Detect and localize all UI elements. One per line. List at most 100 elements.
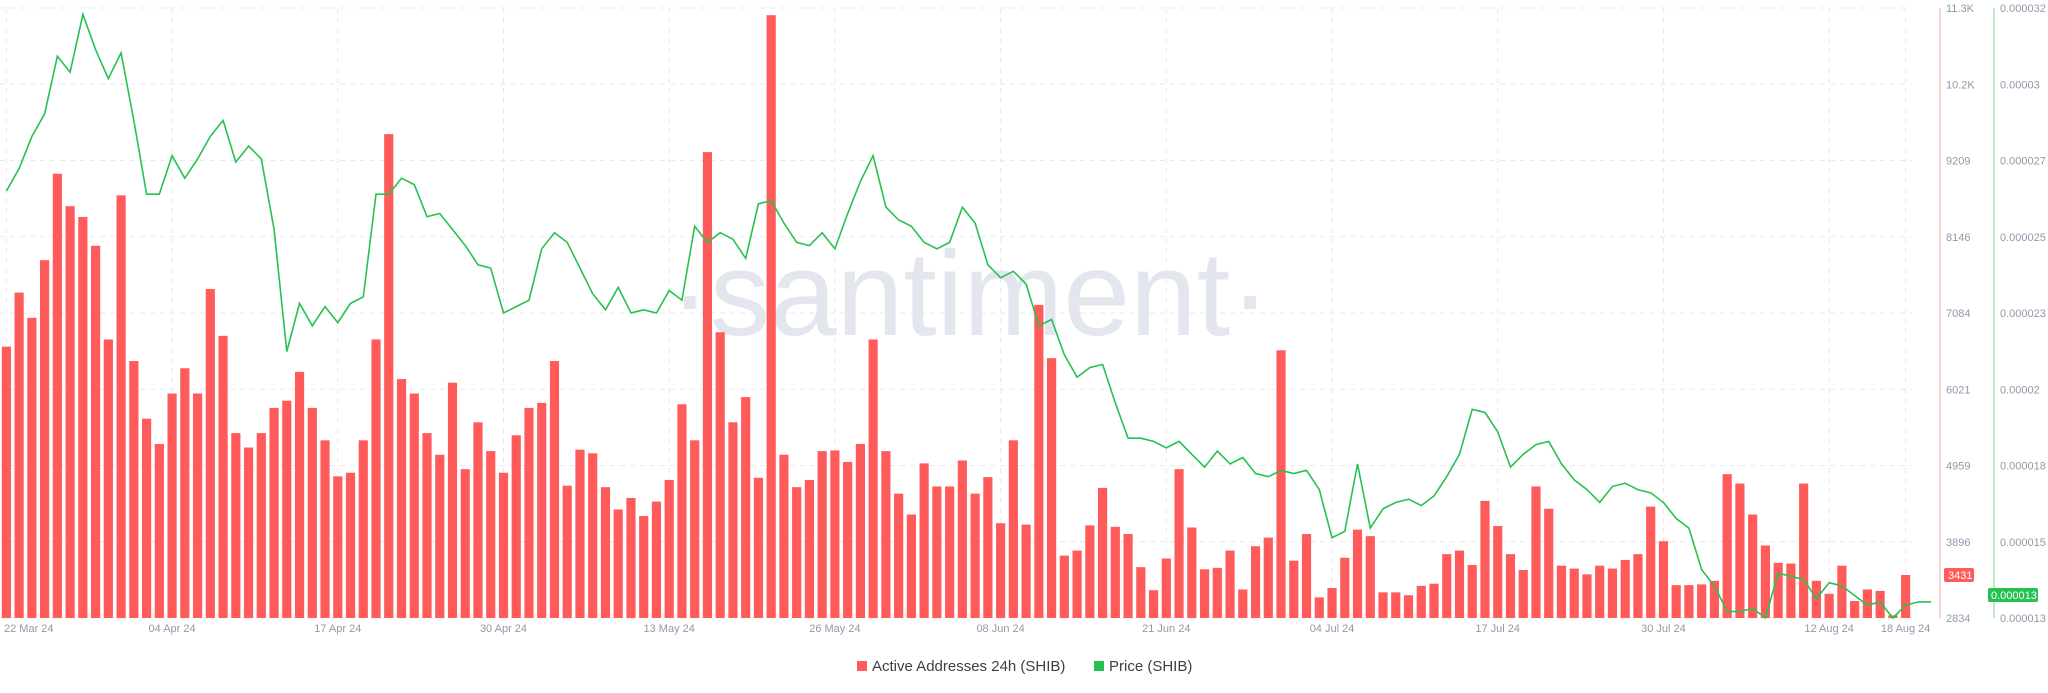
bar (473, 422, 483, 618)
bar (486, 451, 496, 618)
bar (1773, 562, 1783, 618)
bar (1250, 546, 1261, 618)
y-left-tick-label: 11.3K (1946, 3, 1975, 15)
bar (651, 501, 662, 618)
bar (345, 472, 356, 618)
bar (1684, 585, 1694, 618)
legend-swatch-active-addresses (857, 661, 867, 671)
bar (702, 152, 713, 618)
y-left-tick-label: 6021 (1946, 384, 1970, 396)
bar (741, 397, 751, 618)
x-tick-label: 18 Aug 24 (1881, 623, 1931, 635)
legend-item-price[interactable]: Price (SHIB) (1094, 658, 1192, 675)
bar (1620, 559, 1630, 618)
x-tick-label: 12 Aug 24 (1804, 623, 1854, 635)
bar (1722, 474, 1732, 618)
bar (600, 487, 611, 618)
x-tick-label: 04 Jul 24 (1310, 623, 1355, 635)
bar (511, 435, 521, 618)
y-left-tick-label: 2834 (1946, 613, 1970, 625)
bar (613, 509, 623, 618)
bar (396, 379, 407, 618)
bar (422, 433, 432, 618)
bar (269, 407, 279, 618)
bar (1148, 590, 1159, 618)
bar (1059, 555, 1069, 618)
bar (1085, 525, 1095, 618)
bar (1556, 565, 1567, 618)
y-right-tick-label: 0.000025 (2000, 232, 2046, 244)
bar (588, 453, 598, 618)
x-tick-label: 08 Jun 24 (976, 623, 1024, 635)
y-left-tick-label: 8146 (1946, 232, 1970, 244)
bar (1021, 524, 1031, 618)
bar (1646, 506, 1656, 618)
bar (205, 289, 215, 618)
bar (409, 393, 419, 618)
x-tick-label: 21 Jun 24 (1142, 623, 1190, 635)
bar (1837, 565, 1847, 618)
bar (1225, 550, 1235, 618)
bar (371, 339, 381, 618)
bar (1123, 533, 1133, 618)
y-right-tick-label: 0.000023 (2000, 308, 2046, 320)
bar (1047, 358, 1057, 618)
bar (1493, 526, 1503, 618)
x-tick-label: 17 Apr 24 (314, 623, 361, 635)
bar (957, 460, 967, 618)
bar (52, 173, 62, 618)
bar (1136, 567, 1146, 618)
bar (843, 461, 853, 618)
bar (1391, 592, 1401, 618)
y-right-tick-label: 0.00003 (2000, 79, 2040, 91)
bar (1505, 554, 1516, 618)
bar (1875, 590, 1885, 618)
bar (1595, 565, 1605, 618)
bar (167, 393, 177, 618)
bar (1429, 583, 1439, 618)
bar (180, 368, 190, 618)
bar (1786, 563, 1796, 618)
bar (728, 422, 738, 618)
bar (1735, 483, 1745, 618)
bar (1378, 592, 1388, 618)
bar (116, 195, 126, 618)
y-left-tick-label: 10.2K (1946, 79, 1975, 91)
bar (1199, 569, 1210, 618)
bar (1671, 585, 1681, 618)
bar (358, 440, 368, 618)
x-tick-label: 30 Jul 24 (1641, 623, 1686, 635)
legend-swatch-price (1094, 661, 1104, 671)
bar (1174, 469, 1184, 618)
bar (1365, 536, 1375, 618)
bar (1, 346, 11, 618)
bar (1161, 558, 1171, 618)
bar (715, 332, 725, 618)
bar (753, 477, 764, 618)
bar (294, 371, 305, 618)
x-tick-label: 17 Jul 24 (1475, 623, 1520, 635)
bar (1301, 533, 1312, 618)
bar (1480, 500, 1490, 618)
bar (141, 418, 152, 618)
legend-item-active-addresses[interactable]: Active Addresses 24h (SHIB) (857, 658, 1065, 675)
bar (498, 472, 509, 618)
bar (1187, 527, 1197, 618)
bar (1569, 568, 1579, 618)
y-left-tick-label: 4959 (1946, 461, 1970, 473)
current-value-badge-left: 3431 (1944, 568, 1974, 582)
bar (1263, 537, 1273, 618)
bar (945, 486, 955, 618)
bar-series-active-addresses (1, 15, 1911, 619)
santiment-watermark: ·santiment· (670, 227, 1270, 361)
bar (970, 493, 980, 618)
bar (1709, 580, 1720, 618)
bar (256, 433, 266, 618)
bar (1850, 600, 1860, 618)
bar (626, 497, 636, 618)
bar (1697, 584, 1707, 618)
bar (447, 382, 458, 618)
bar (1289, 560, 1299, 618)
x-tick-label: 04 Apr 24 (149, 623, 196, 635)
